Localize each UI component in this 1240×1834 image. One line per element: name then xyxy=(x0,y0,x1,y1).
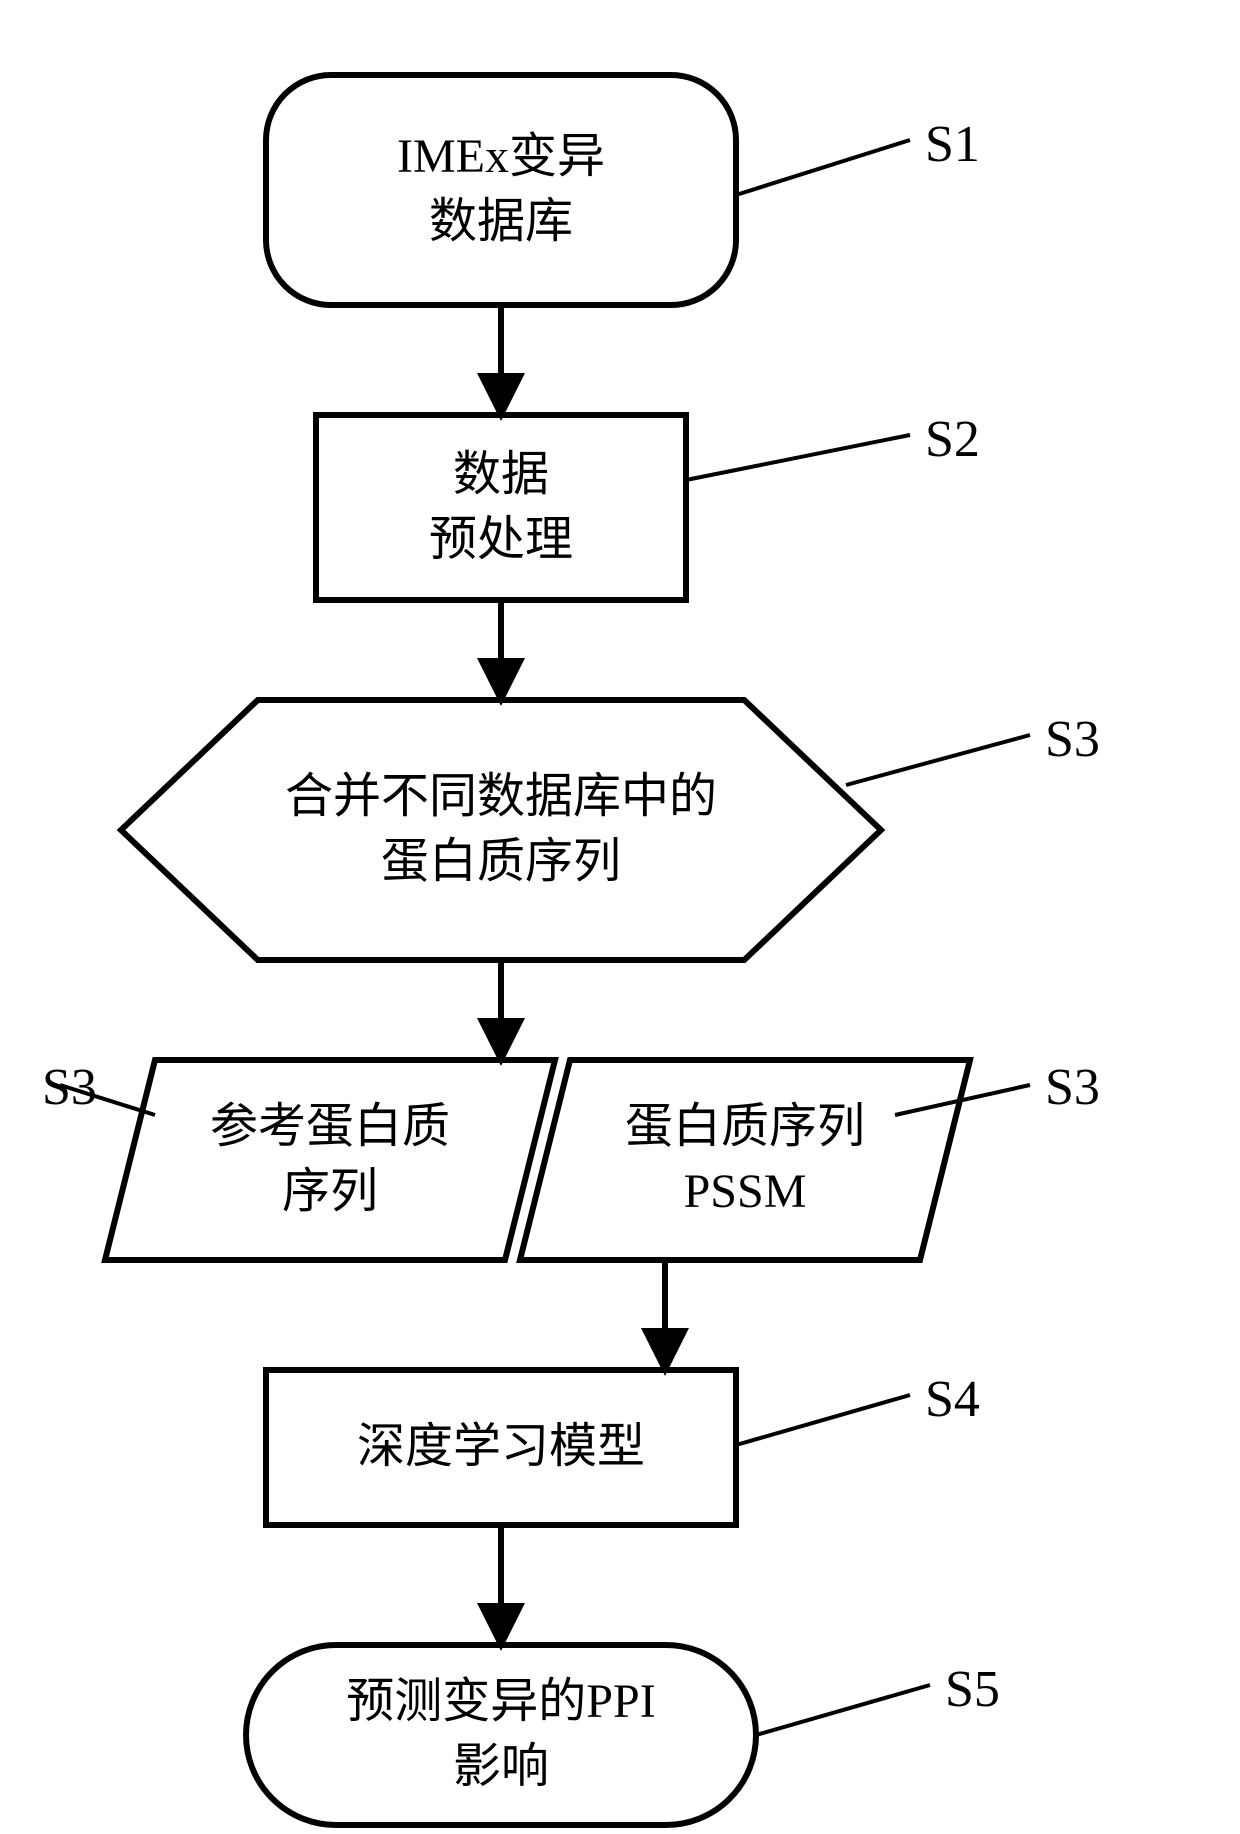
node-data-preprocess: 数据 预处理 xyxy=(316,415,686,600)
node-imex-database: IMEx变异 数据库 xyxy=(266,75,736,305)
step-label-s5: S5 xyxy=(945,1660,1000,1719)
step-label-s3b: S3 xyxy=(1045,1058,1100,1117)
node-s3-line1: 合并不同数据库中的 xyxy=(285,770,717,823)
node-s3a-line1: 参考蛋白质 xyxy=(210,1100,450,1153)
step-label-s3a: S3 xyxy=(42,1058,97,1117)
flowchart-canvas: IMEx变异 数据库 数据 预处理 合并不同数据库中的 蛋白质序列 参考蛋白质 … xyxy=(0,0,1240,1834)
node-s1-line2: 数据库 xyxy=(429,195,573,248)
node-s5-line1: 预测变异的PPI xyxy=(346,1675,655,1728)
node-s3a-line2: 序列 xyxy=(282,1165,378,1218)
node-s2-line2: 预处理 xyxy=(429,513,573,566)
node-s5-line2: 影响 xyxy=(453,1740,549,1793)
node-s3b-line2: PSSM xyxy=(684,1165,807,1218)
node-reference-sequence: 参考蛋白质 序列 xyxy=(130,1060,530,1260)
node-s1-line1: IMEx变异 xyxy=(397,130,605,183)
node-deep-learning: 深度学习模型 xyxy=(266,1370,736,1525)
step-label-s4: S4 xyxy=(925,1370,980,1429)
node-s2-line1: 数据 xyxy=(453,448,549,501)
node-pssm: 蛋白质序列 PSSM xyxy=(545,1060,945,1260)
node-s3b-line1: 蛋白质序列 xyxy=(625,1100,865,1153)
step-label-s1: S1 xyxy=(925,115,980,174)
step-label-s3: S3 xyxy=(1045,710,1100,769)
node-merge-sequences: 合并不同数据库中的 蛋白质序列 xyxy=(121,700,881,960)
node-s3-line2: 蛋白质序列 xyxy=(381,835,621,888)
node-s4-line1: 深度学习模型 xyxy=(357,1420,645,1473)
node-predict-ppi: 预测变异的PPI 影响 xyxy=(246,1645,756,1825)
step-label-s2: S2 xyxy=(925,410,980,469)
